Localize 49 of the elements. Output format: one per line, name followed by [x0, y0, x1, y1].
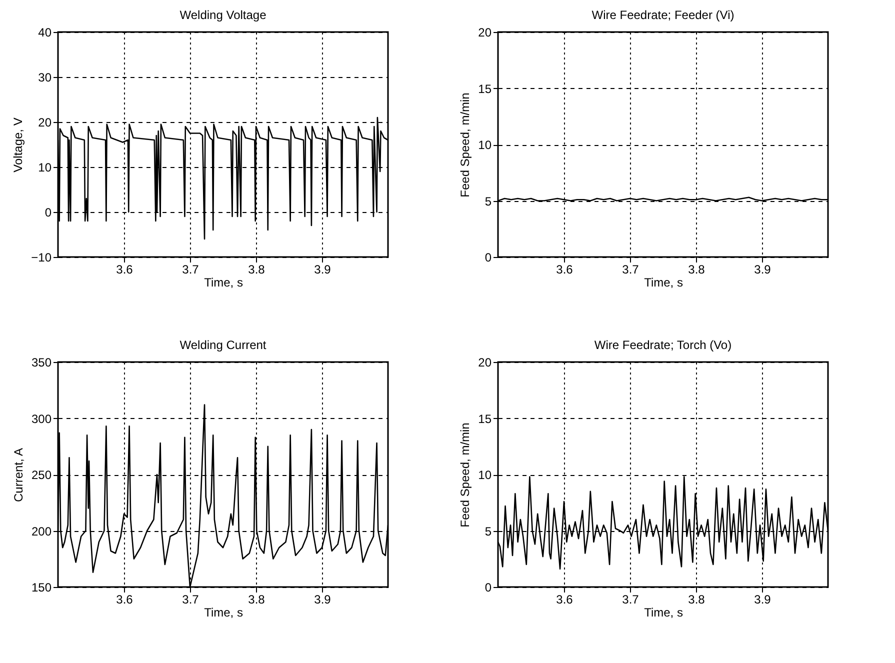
y-tick-label: 5 — [484, 194, 492, 208]
y-tick-label: 350 — [31, 356, 52, 370]
y-tick-label: 0 — [484, 250, 492, 264]
y-axis-title: Voltage, V — [11, 118, 26, 172]
y-tick-label: 250 — [31, 468, 52, 482]
x-axis-title: Time, s — [204, 606, 243, 620]
y-tick-label: 20 — [478, 356, 492, 370]
y-tick-label: 40 — [38, 26, 52, 40]
x-tick-label: 3.7 — [622, 592, 640, 606]
y-tick-label: 10 — [478, 138, 492, 152]
y-tick-label: 10 — [38, 160, 52, 174]
chart-title: Wire Feedrate; Torch (Vo) — [594, 338, 732, 352]
y-tick-label: −10 — [31, 250, 52, 264]
x-tick-label: 3.7 — [182, 592, 200, 606]
y-tick-label: 20 — [478, 26, 492, 40]
x-tick-label: 3.8 — [248, 592, 266, 606]
y-axis-title: Feed Speed, m/min — [458, 92, 472, 198]
x-tick-label: 3.6 — [116, 262, 134, 276]
x-axis-title: Time, s — [644, 276, 683, 290]
x-tick-label: 3.6 — [556, 592, 574, 606]
y-tick-label: 0 — [44, 206, 52, 220]
y-tick-label: 150 — [31, 580, 52, 594]
y-tick-label: 300 — [31, 412, 52, 426]
x-tick-label: 3.8 — [688, 592, 706, 606]
x-tick-label: 3.6 — [116, 592, 134, 606]
x-tick-label: 3.7 — [182, 262, 200, 276]
x-tick-label: 3.7 — [622, 262, 640, 276]
x-tick-label: 3.8 — [688, 262, 706, 276]
chart-title: Welding Voltage — [180, 8, 267, 22]
y-tick-label: 15 — [478, 82, 492, 96]
y-axis-title: Current, A — [11, 448, 26, 502]
x-axis-title: Time, s — [204, 276, 243, 290]
x-tick-label: 3.9 — [314, 592, 332, 606]
x-tick-label: 3.9 — [754, 262, 772, 276]
y-tick-label: 10 — [478, 468, 492, 482]
y-tick-label: 30 — [38, 70, 52, 84]
chart-title: Welding Current — [180, 338, 267, 352]
y-tick-label: 5 — [484, 524, 492, 538]
y-tick-label: 0 — [484, 580, 492, 594]
y-tick-label: 200 — [31, 524, 52, 538]
y-tick-label: 20 — [38, 116, 52, 130]
x-tick-label: 3.9 — [314, 262, 332, 276]
chart-title: Wire Feedrate; Feeder (Vi) — [592, 8, 734, 22]
x-axis-title: Time, s — [644, 606, 683, 620]
x-tick-label: 3.8 — [248, 262, 266, 276]
y-axis-title: Feed Speed, m/min — [458, 422, 472, 528]
x-tick-label: 3.9 — [754, 592, 772, 606]
x-tick-label: 3.6 — [556, 262, 574, 276]
y-tick-label: 15 — [478, 412, 492, 426]
